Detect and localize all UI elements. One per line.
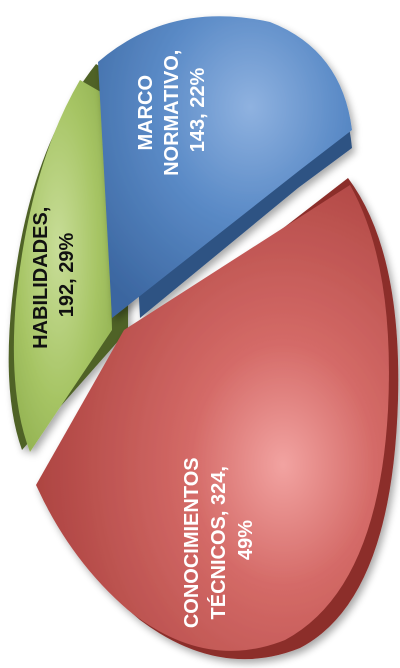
slice-label-habilidades: HABILIDADES, 192, 29% (30, 201, 78, 349)
slice-label-line: NORMATIVO, (161, 50, 183, 176)
slice-label-text: CONOCIMIENTOS TÉCNICOS, 324, 49% (181, 452, 257, 628)
pie-slice-conocimientos-tecnicos (36, 178, 399, 660)
pie-slice-marco-normativo (98, 16, 352, 319)
slice-label-line: HABILIDADES, (30, 207, 52, 349)
slice-label-line: CONOCIMIENTOS (181, 457, 203, 628)
slice-label-marco-normativo: MARCO NORMATIVO, 143, 22% (135, 44, 209, 176)
slice-label-line: MARCO (135, 75, 157, 151)
slice-label-line: TÉCNICOS, 324, (207, 466, 230, 619)
slice-label-text: MARCO NORMATIVO, 143, 22% (135, 44, 209, 176)
pie-slice-top (98, 16, 352, 318)
pie-slice-habilidades (8, 64, 129, 452)
slice-label-line: 143, 22% (187, 68, 209, 153)
slice-label-line: 192, 29% (56, 233, 78, 318)
pie-slice-top (36, 185, 389, 651)
slice-label-line: 49% (235, 520, 257, 560)
slice-label-text: HABILIDADES, 192, 29% (30, 201, 78, 349)
pie-slice-top (13, 80, 112, 452)
slice-label-conocimientos-tecnicos: CONOCIMIENTOS TÉCNICOS, 324, 49% (181, 452, 257, 628)
